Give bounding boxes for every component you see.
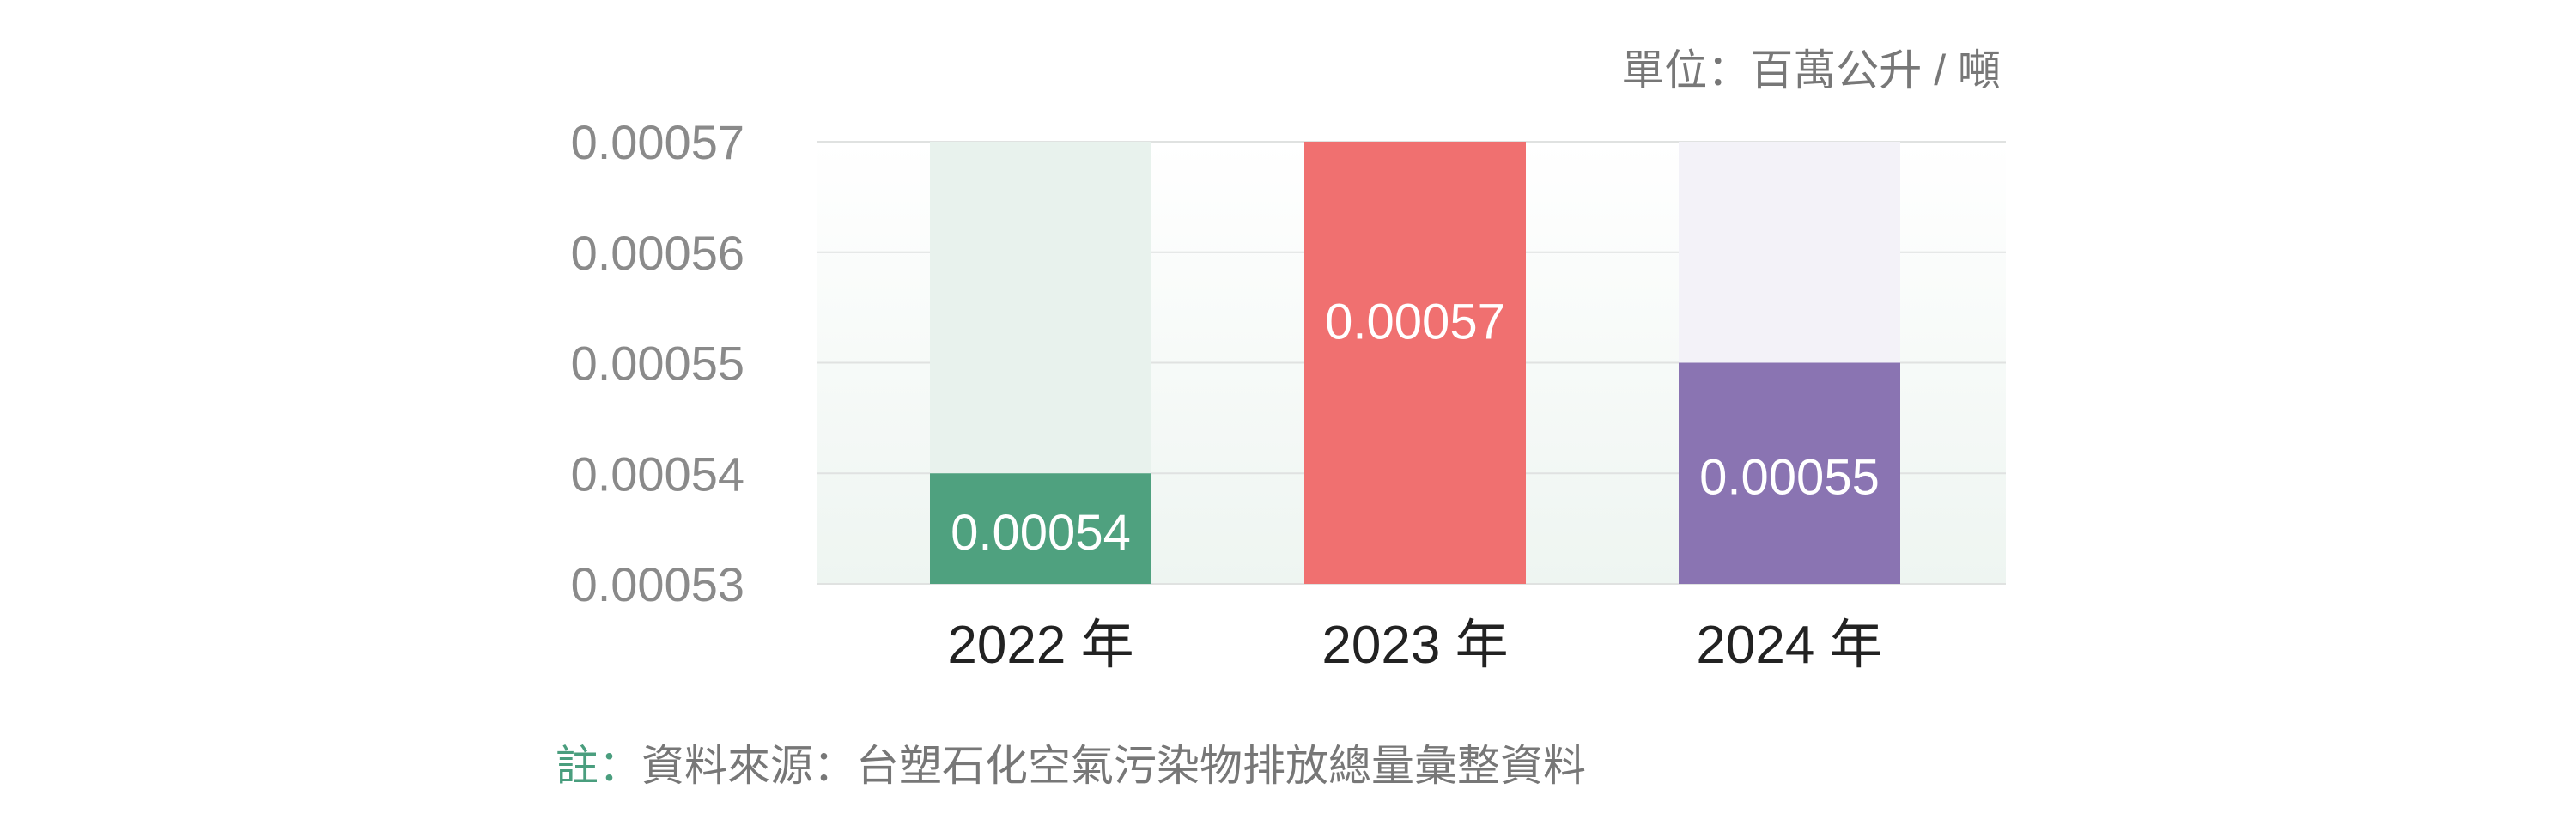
footnote-text: 資料來源：台塑石化空氣污染物排放總量彙整資料 [641,742,1586,790]
x-tick-label: 2022 年 [947,616,1133,675]
bar-value-label: 0.00057 [1325,295,1505,350]
bar [930,473,1151,584]
y-tick-label: 0.00053 [571,557,744,611]
bar [1679,362,1900,584]
x-tick-label: 2023 年 [1321,616,1508,675]
y-tick-label: 0.00056 [571,226,744,280]
y-tick-label: 0.00054 [571,446,744,501]
y-tick-label: 0.00057 [571,115,744,169]
x-tick-label: 2024 年 [1696,616,1882,675]
bar-value-label: 0.00055 [1699,449,1880,505]
bar-value-label: 0.00054 [951,505,1131,561]
bar [1304,142,1526,584]
unit-label: 單位：百萬公升 / 噸 [1621,46,2001,94]
footnote-mark: 註： [556,742,641,790]
footnote: 註：資料來源：台塑石化空氣污染物排放總量彙整資料 [556,732,1586,793]
y-tick-label: 0.00055 [571,337,744,391]
